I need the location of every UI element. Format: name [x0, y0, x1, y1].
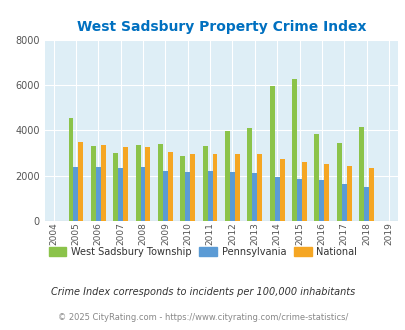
Bar: [319, 180, 324, 221]
Bar: [185, 172, 190, 221]
Bar: [113, 153, 118, 221]
Bar: [247, 128, 252, 221]
Bar: [135, 145, 140, 221]
Bar: [314, 134, 319, 221]
Bar: [292, 79, 296, 221]
Bar: [145, 148, 150, 221]
Bar: [358, 127, 363, 221]
Bar: [96, 167, 100, 221]
Bar: [212, 154, 217, 221]
Title: West Sadsbury Property Crime Index: West Sadsbury Property Crime Index: [76, 20, 365, 34]
Bar: [234, 154, 239, 221]
Bar: [346, 166, 351, 221]
Bar: [167, 152, 173, 221]
Bar: [229, 172, 234, 221]
Bar: [257, 154, 262, 221]
Bar: [68, 118, 73, 221]
Bar: [363, 187, 368, 221]
Bar: [91, 146, 96, 221]
Bar: [269, 86, 274, 221]
Bar: [202, 146, 207, 221]
Bar: [190, 154, 195, 221]
Text: Crime Index corresponds to incidents per 100,000 inhabitants: Crime Index corresponds to incidents per…: [51, 287, 354, 297]
Bar: [73, 167, 78, 221]
Bar: [341, 184, 346, 221]
Bar: [123, 148, 128, 221]
Bar: [207, 171, 212, 221]
Bar: [296, 179, 301, 221]
Bar: [336, 143, 341, 221]
Bar: [368, 168, 373, 221]
Bar: [100, 145, 105, 221]
Bar: [180, 156, 185, 221]
Bar: [118, 168, 123, 221]
Legend: West Sadsbury Township, Pennsylvania, National: West Sadsbury Township, Pennsylvania, Na…: [45, 243, 360, 261]
Bar: [224, 131, 229, 221]
Bar: [252, 174, 257, 221]
Bar: [140, 167, 145, 221]
Bar: [158, 144, 162, 221]
Bar: [162, 171, 167, 221]
Bar: [274, 177, 279, 221]
Bar: [301, 162, 306, 221]
Bar: [78, 142, 83, 221]
Bar: [279, 159, 284, 221]
Bar: [324, 164, 328, 221]
Text: © 2025 CityRating.com - https://www.cityrating.com/crime-statistics/: © 2025 CityRating.com - https://www.city…: [58, 313, 347, 322]
